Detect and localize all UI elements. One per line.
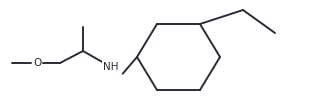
Text: NH: NH	[103, 62, 119, 72]
Text: O: O	[33, 58, 41, 68]
